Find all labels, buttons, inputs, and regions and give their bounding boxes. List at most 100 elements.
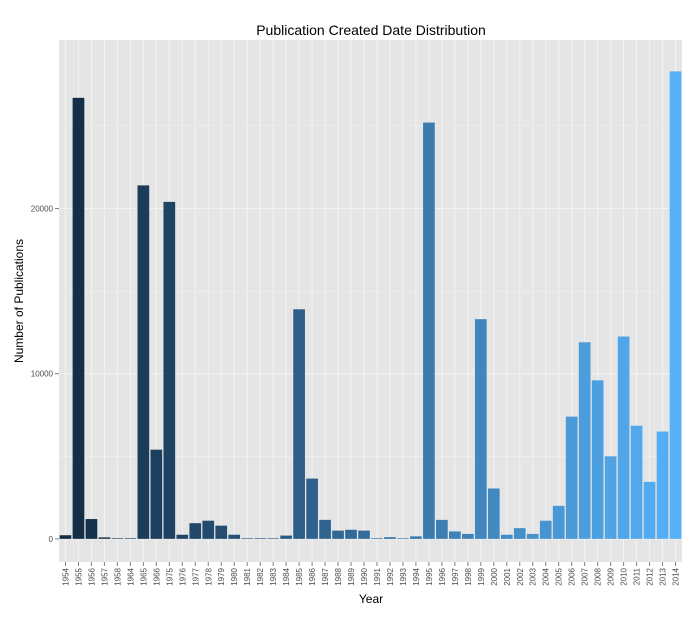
bar-2008 <box>591 380 604 539</box>
x-tick-label: 2002 <box>516 567 525 585</box>
x-tick-label: 1998 <box>464 567 473 585</box>
x-tick-label: 1997 <box>451 567 460 585</box>
y-tick-label: 20000 <box>31 204 54 213</box>
x-tick-label: 2001 <box>503 567 512 585</box>
x-tick-label: 2011 <box>633 567 642 585</box>
bar-1966 <box>150 449 163 539</box>
x-tick-label: 1990 <box>360 567 369 585</box>
bar-1993 <box>397 538 409 539</box>
x-tick-label: 1986 <box>308 567 317 585</box>
x-tick-label: 1984 <box>282 567 291 585</box>
x-tick-label: 2009 <box>607 567 616 585</box>
x-tick-label: 1989 <box>347 567 356 585</box>
bar-2007 <box>578 342 591 539</box>
x-tick-label: 1976 <box>178 567 187 585</box>
bar-1991 <box>371 538 383 539</box>
x-tick-label: 1980 <box>230 567 239 585</box>
x-tick-label: 1991 <box>373 567 382 585</box>
x-tick-label: 1993 <box>399 567 408 585</box>
x-tick-label: 1988 <box>334 567 343 585</box>
x-tick-label: 1955 <box>74 567 83 585</box>
bar-1956 <box>85 519 98 539</box>
bars <box>59 71 682 539</box>
bar-1998 <box>462 533 474 539</box>
bar-2003 <box>526 533 539 539</box>
x-tick-label: 2008 <box>594 567 603 585</box>
x-tick-label: 1983 <box>269 567 278 585</box>
bar-1975 <box>163 201 176 539</box>
bar-2013 <box>656 431 669 539</box>
x-tick-label: 1995 <box>425 567 434 585</box>
x-tick-label: 2007 <box>581 567 590 585</box>
bar-1982 <box>254 538 267 539</box>
y-axis-title: Number of Publications <box>12 239 26 363</box>
x-tick-label: 1957 <box>100 567 109 585</box>
x-tick-label: 2012 <box>646 567 655 585</box>
bar-1995 <box>423 122 435 539</box>
x-tick-label: 2010 <box>620 567 629 585</box>
x-tick-label: 1979 <box>217 567 226 585</box>
bar-1976 <box>176 534 189 539</box>
bar-2001 <box>500 534 513 539</box>
bar-1985 <box>293 309 305 539</box>
x-tick-label: 1994 <box>412 567 421 585</box>
bar-1979 <box>215 525 228 539</box>
bar-2004 <box>539 520 552 539</box>
x-tick-label: 1981 <box>243 567 252 585</box>
x-axis: 1954 1955 1956 1957 1958 1964 1965 1966 1975 1976… <box>61 562 681 586</box>
bar-1980 <box>228 534 241 539</box>
bar-1954 <box>59 535 72 539</box>
bar-1987 <box>319 519 331 539</box>
bar-1986 <box>306 478 318 539</box>
x-axis-title: Year <box>359 592 383 606</box>
x-tick-label: 1999 <box>477 567 486 585</box>
bar-1994 <box>410 536 422 539</box>
x-tick-label: 1996 <box>438 567 447 585</box>
bar-1981 <box>241 538 254 539</box>
x-tick-label: 1958 <box>113 567 122 585</box>
bar-1983 <box>267 538 279 539</box>
x-tick-label: 1977 <box>191 567 200 585</box>
x-tick-label: 1978 <box>204 567 213 585</box>
bar-1992 <box>384 537 396 539</box>
x-tick-label: 1956 <box>87 567 96 585</box>
x-tick-label: 1966 <box>152 567 161 585</box>
bar-2002 <box>513 528 526 539</box>
x-tick-label: 1985 <box>295 567 304 585</box>
x-tick-label: 1965 <box>139 567 148 585</box>
bar-1957 <box>98 537 111 539</box>
bar-1996 <box>436 519 448 539</box>
bar-1977 <box>189 523 202 539</box>
x-tick-label: 2003 <box>529 567 538 585</box>
bar-1989 <box>345 529 357 539</box>
x-tick-label: 1987 <box>321 567 330 585</box>
bar-2006 <box>565 416 578 539</box>
bar-2000 <box>487 488 500 539</box>
plot-panel <box>59 40 682 562</box>
bar-1964 <box>124 538 137 539</box>
x-tick-label: 1954 <box>61 567 70 585</box>
x-tick-label: 1992 <box>386 567 395 585</box>
bar-2005 <box>552 505 565 539</box>
bar-2010 <box>617 336 630 539</box>
x-tick-label: 2013 <box>659 567 668 585</box>
x-tick-label: 1964 <box>126 567 135 585</box>
bar-1990 <box>358 530 370 539</box>
x-tick-label: 1982 <box>256 567 265 585</box>
chart-title: Publication Created Date Distribution <box>256 22 486 38</box>
x-tick-label: 1975 <box>165 567 174 585</box>
x-tick-label: 2006 <box>568 567 577 585</box>
y-axis: 0 10000 20000 <box>31 204 59 544</box>
x-tick-label: 2014 <box>672 567 681 585</box>
bar-1997 <box>449 531 461 539</box>
y-tick-label: 0 <box>49 535 54 544</box>
bar-1984 <box>280 535 292 539</box>
bar-2011 <box>630 425 643 539</box>
x-tick-label: 2004 <box>542 567 551 585</box>
bar-2009 <box>604 456 617 539</box>
y-tick-label: 10000 <box>31 370 54 379</box>
bar-1955 <box>72 97 85 539</box>
bar-1999 <box>474 319 487 539</box>
bar-2012 <box>643 481 656 539</box>
